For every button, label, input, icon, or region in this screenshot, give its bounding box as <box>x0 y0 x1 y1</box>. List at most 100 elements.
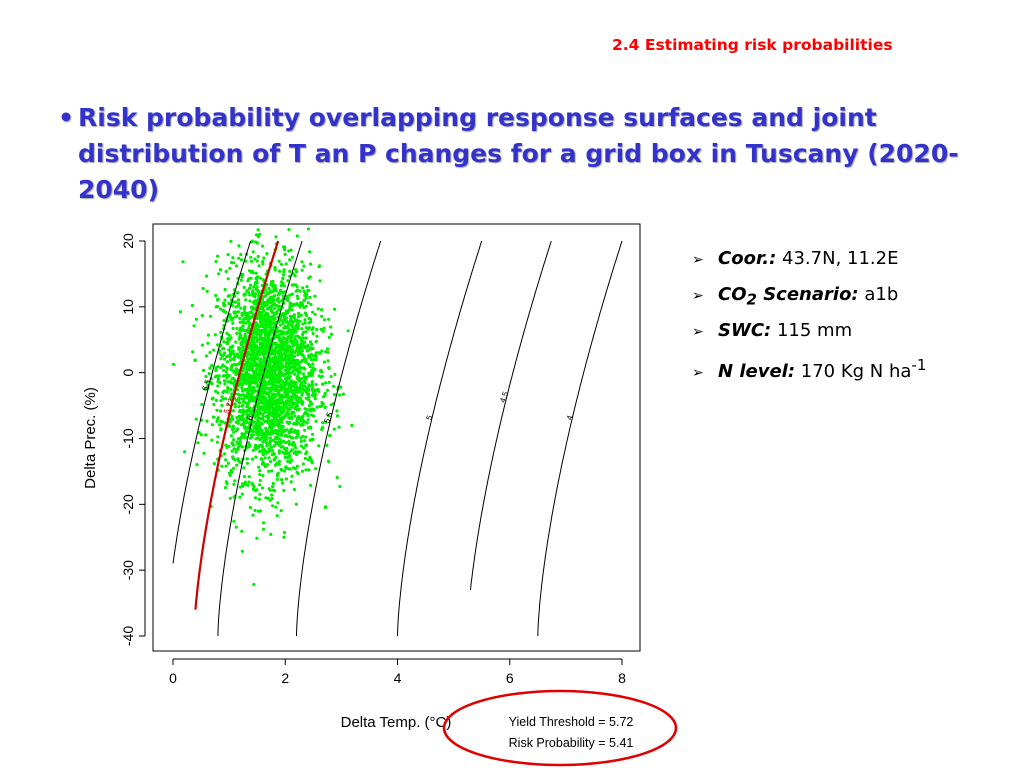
yield-threshold-label: Yield Threshold = 5.72 <box>509 715 634 729</box>
scatter-point <box>233 402 237 406</box>
scatter-point <box>285 434 289 438</box>
scatter-point <box>250 435 254 439</box>
scatter-point <box>206 341 210 345</box>
y-tick-label: 0 <box>120 369 136 377</box>
scatter-point <box>283 247 287 252</box>
scatter-point <box>267 469 271 473</box>
scatter-point <box>301 419 305 423</box>
scatter-point <box>251 346 255 350</box>
scatter-point <box>220 395 224 399</box>
scatter-point <box>308 295 312 299</box>
scatter-point <box>287 377 291 381</box>
scatter-point <box>294 289 298 293</box>
x-tick-label: 0 <box>169 670 177 686</box>
scatter-point <box>228 266 232 270</box>
scatter-point <box>269 281 273 285</box>
scatter-point <box>218 268 222 272</box>
scatter-point <box>230 427 234 431</box>
scatter-point <box>263 419 267 424</box>
scatter-point <box>213 333 217 337</box>
scatter-point <box>248 506 252 510</box>
scatter-point <box>279 288 283 293</box>
scatter-point <box>255 424 259 428</box>
scatter-point <box>311 366 315 370</box>
scatter-point <box>254 367 259 371</box>
scatter-point <box>282 488 286 493</box>
scatter-point <box>301 303 305 307</box>
y-tick-label: -40 <box>120 626 136 646</box>
scatter-point <box>280 330 284 334</box>
scatter-point <box>284 477 288 481</box>
scatter-point <box>300 391 304 395</box>
scatter-point <box>281 406 285 410</box>
scatter-point <box>282 284 286 288</box>
scatter-point <box>215 440 219 444</box>
scatter-point <box>297 379 301 383</box>
scatter-point <box>216 416 220 420</box>
scatter-point <box>232 363 236 367</box>
scatter-point <box>252 582 256 587</box>
scatter-point <box>222 379 226 383</box>
scatter-point <box>281 439 285 443</box>
scatter-point <box>216 254 220 258</box>
scatter-point <box>276 413 280 417</box>
scatter-point <box>242 426 246 430</box>
scatter-point <box>266 496 270 500</box>
scatter-point <box>252 285 256 289</box>
scatter-point <box>280 354 284 359</box>
scatter-point <box>261 408 265 412</box>
scatter-point <box>283 326 287 330</box>
scatter-point <box>294 390 299 394</box>
scatter-point <box>300 359 305 363</box>
scatter-point <box>260 307 265 311</box>
x-tick-label: 4 <box>394 670 402 686</box>
scatter-point <box>271 300 275 304</box>
scatter-point <box>255 300 259 304</box>
scatter-point <box>246 390 250 394</box>
scatter-point <box>268 420 272 424</box>
scatter-point <box>290 359 294 363</box>
scatter-point <box>190 303 194 308</box>
plot-frame <box>152 223 641 652</box>
scatter-point <box>258 407 262 411</box>
info-value: 43.7N, 11.2E <box>782 248 899 269</box>
scatter-point <box>240 397 244 401</box>
scatter-point <box>226 461 230 465</box>
scatter-point <box>309 358 313 362</box>
scatter-point <box>289 314 293 318</box>
scatter-point <box>273 406 277 410</box>
scatter-point <box>240 549 244 553</box>
scatter-point <box>323 318 327 322</box>
scatter-point <box>257 325 262 329</box>
scatter-point <box>283 342 287 346</box>
scatter-point <box>289 361 293 366</box>
scatter-point <box>246 393 250 397</box>
scatter-point <box>247 441 251 445</box>
scatter-point <box>337 393 341 397</box>
scatter-point <box>275 432 279 436</box>
arrow-bullet-icon: ➢ <box>692 365 704 381</box>
scatter-point <box>288 454 292 458</box>
scatter-point <box>222 340 226 344</box>
scatter-point <box>286 279 290 283</box>
scatter-point <box>257 294 261 298</box>
scatter-point <box>317 389 321 393</box>
scatter-point <box>253 257 257 261</box>
scatter-point <box>295 348 299 352</box>
scatter-point <box>237 401 242 405</box>
scatter-point <box>222 357 227 361</box>
scatter-point <box>278 323 282 327</box>
scatter-point <box>311 386 315 390</box>
scatter-point <box>226 403 230 407</box>
scatter-point <box>251 448 255 452</box>
scatter-point <box>264 288 268 292</box>
scatter-point <box>226 277 230 281</box>
scatter-point <box>242 336 246 340</box>
contour-label: 4 <box>565 414 575 422</box>
scatter-point <box>268 488 272 492</box>
scatter-point <box>248 353 252 357</box>
scatter-point <box>274 505 278 509</box>
scatter-point <box>264 318 268 322</box>
scatter-point <box>225 366 229 370</box>
scatter-point <box>183 450 187 454</box>
